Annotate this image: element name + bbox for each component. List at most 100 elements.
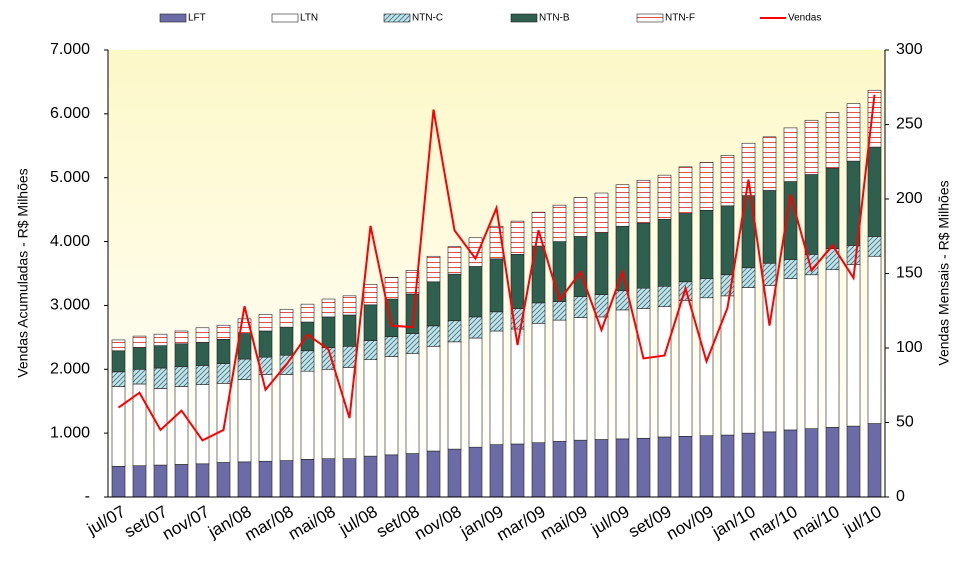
bar-segment xyxy=(153,367,168,389)
bar-segment xyxy=(216,363,231,384)
bar-segment xyxy=(447,341,462,450)
legend-swatch xyxy=(271,13,299,23)
bar-segment xyxy=(279,308,294,328)
bar-segment xyxy=(531,442,546,498)
y2-tick-label: 100 xyxy=(896,339,923,356)
bar-segment xyxy=(615,309,630,440)
bar-segment xyxy=(762,431,777,498)
bar-segment xyxy=(489,258,504,313)
bar-segment xyxy=(762,190,777,264)
bar-segment xyxy=(174,386,189,465)
bar-segment xyxy=(615,225,630,292)
y2-tick-label: 250 xyxy=(896,116,923,133)
bar-segment xyxy=(825,269,840,428)
bar-segment xyxy=(615,438,630,498)
x-tick-label: jul/08 xyxy=(335,502,381,539)
x-tick-label: jul/07 xyxy=(83,502,129,539)
bar-segment xyxy=(657,306,672,438)
bar-segment xyxy=(195,384,210,465)
bar-segment xyxy=(594,232,609,295)
bar-segment xyxy=(510,254,525,309)
bar-segment xyxy=(363,455,378,498)
bar-segment xyxy=(594,294,609,318)
bar-segment xyxy=(363,359,378,457)
bar-segment xyxy=(195,365,210,385)
bar-segment xyxy=(804,428,819,498)
bar-segment xyxy=(405,353,420,454)
bar-segment xyxy=(132,368,147,385)
y2-tick-label: 200 xyxy=(896,190,923,207)
bar-segment xyxy=(762,262,777,286)
bar-segment xyxy=(216,338,231,364)
bar-segment xyxy=(867,423,882,498)
bar-segment xyxy=(783,278,798,431)
bar-segment xyxy=(678,300,693,437)
bar-segment xyxy=(447,448,462,498)
bar-segment xyxy=(783,259,798,279)
bar-segment xyxy=(636,287,651,309)
bar-segment xyxy=(615,184,630,227)
bar-segment xyxy=(342,314,357,347)
bar-segment xyxy=(237,461,252,498)
bar-segment xyxy=(258,330,273,358)
bar-segment xyxy=(153,345,168,369)
bar-segment xyxy=(342,345,357,368)
x-tick-label: jul/09 xyxy=(587,502,633,539)
bar-segment xyxy=(300,459,315,498)
bar-segment xyxy=(846,103,861,162)
legend-swatch xyxy=(636,13,664,23)
bar-segment xyxy=(489,330,504,445)
bar-segment xyxy=(636,308,651,439)
x-tick-label: nov/08 xyxy=(411,502,465,544)
bar-segment xyxy=(657,436,672,498)
bar-segment xyxy=(594,192,609,233)
bar-segment xyxy=(237,358,252,380)
x-tick-label: mai/08 xyxy=(285,502,339,544)
bar-segment xyxy=(363,304,378,341)
bar-segment xyxy=(762,285,777,433)
bar-segment xyxy=(783,429,798,498)
bar-segment xyxy=(132,335,147,348)
y-tick-label: 3.000 xyxy=(50,297,90,314)
bar-segment xyxy=(426,325,441,347)
bar-segment xyxy=(237,379,252,463)
bar-segment xyxy=(489,311,504,332)
bar-segment xyxy=(678,213,693,283)
legend-label: NTN-B xyxy=(539,13,570,24)
bar-segment xyxy=(300,350,315,372)
bar-segment xyxy=(699,162,714,211)
bar-segment xyxy=(153,464,168,498)
bar-segment xyxy=(174,464,189,498)
bar-segment xyxy=(720,155,735,207)
bar-segment xyxy=(825,167,840,249)
bar-segment xyxy=(447,320,462,343)
bar-segment xyxy=(258,314,273,332)
bar-segment xyxy=(195,463,210,498)
bar-segment xyxy=(300,303,315,323)
bar-segment xyxy=(321,316,336,348)
bar-segment xyxy=(279,326,294,356)
bar-segment xyxy=(279,460,294,498)
bar-segment xyxy=(468,446,483,498)
bar-segment xyxy=(552,441,567,498)
bar-segment xyxy=(132,347,147,370)
bar-segment xyxy=(489,444,504,498)
bar-segment xyxy=(657,285,672,308)
bar-segment xyxy=(552,301,567,321)
bar-segment xyxy=(636,437,651,498)
bar-segment xyxy=(216,383,231,463)
x-tick-label: mar/10 xyxy=(745,502,800,545)
bar-segment xyxy=(426,345,441,452)
bar-segment xyxy=(825,427,840,498)
y-tick-label: 4.000 xyxy=(50,233,90,250)
bar-segment xyxy=(867,89,882,148)
bar-segment xyxy=(846,245,861,265)
bar-segment xyxy=(174,330,189,345)
x-tick-label: nov/09 xyxy=(663,502,717,544)
bar-segment xyxy=(762,136,777,191)
x-tick-label: mai/10 xyxy=(789,502,843,544)
bar-segment xyxy=(552,204,567,242)
bar-segment xyxy=(741,287,756,434)
bar-segment xyxy=(846,425,861,498)
